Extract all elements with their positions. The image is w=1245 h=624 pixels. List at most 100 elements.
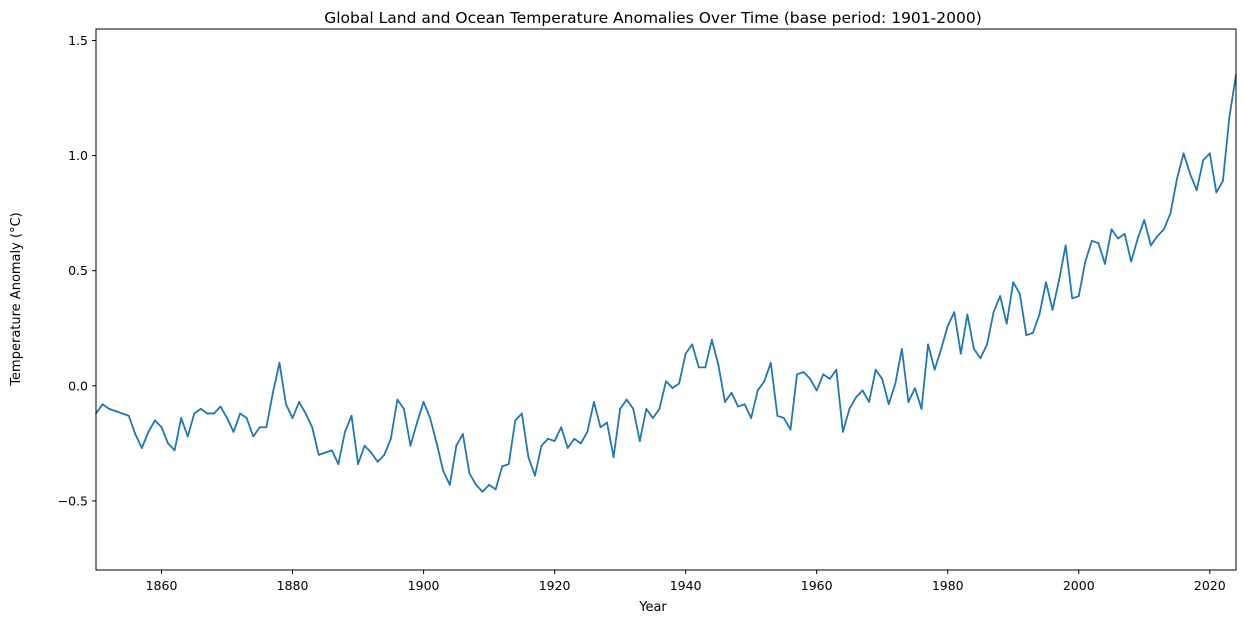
data-point [671,387,674,390]
chart-title: Global Land and Ocean Temperature Anomal… [324,9,982,27]
data-point [914,387,916,390]
data-point [1071,297,1074,300]
data-point [173,449,176,452]
data-point [409,444,412,447]
data-point [1058,279,1060,281]
data-point [1228,115,1231,118]
data-point [435,442,438,445]
data-point [1090,239,1093,242]
data-point [1130,260,1133,263]
data-point [717,364,720,367]
data-point [560,426,563,429]
data-point [540,444,543,447]
data-point [1064,244,1067,247]
data-point [448,483,451,486]
x-tick-label: 1960 [801,578,833,593]
x-tick-label: 1980 [932,578,964,593]
data-point [822,373,825,376]
data-point [101,403,104,406]
y-tick-label: −0.5 [58,493,88,508]
data-point [907,401,910,403]
data-point [1018,292,1021,295]
data-point [848,407,851,410]
data-point [363,444,366,447]
data-point [226,417,228,419]
data-point [999,295,1002,297]
data-point [619,407,622,410]
data-point [796,373,798,376]
x-tick-label: 1880 [277,578,309,593]
data-point [213,412,215,415]
data-point [724,401,726,403]
data-point [350,414,353,417]
data-point [134,433,137,436]
data-point [1110,228,1113,231]
data-point [475,483,477,486]
data-point [927,343,929,346]
data-point [815,389,818,392]
data-point [167,442,169,445]
data-point [678,382,680,385]
data-point [291,417,294,419]
data-point [304,412,307,415]
data-point [206,412,209,415]
data-point [468,472,471,475]
data-point [940,348,943,350]
data-point [199,407,202,410]
data-point [1182,152,1185,155]
data-point [121,412,124,415]
data-point [743,403,746,406]
data-point [606,421,608,424]
data-point [1222,180,1224,182]
data-point [442,470,445,472]
data-point [730,391,733,394]
data-point [232,430,235,433]
data-point [933,368,936,371]
y-axis: −0.5 0.0 0.5 1.0 1.5 [58,33,96,508]
data-point [973,348,975,350]
data-point [389,437,392,440]
data-point [979,357,982,360]
data-point [1202,159,1205,162]
data-point [966,313,969,316]
data-point [586,430,589,433]
data-point [1208,152,1211,155]
data-point [1051,308,1054,311]
data-point [180,417,183,419]
data-point [186,435,189,438]
data-point [330,449,333,452]
data-point [278,361,281,364]
data-point [193,412,196,415]
x-tick-label: 2000 [1063,578,1095,593]
data-point [324,451,327,454]
data-point [1012,281,1015,284]
data-point [108,407,110,410]
data-point [920,407,923,410]
y-tick-label: 0.5 [68,263,88,278]
data-point [855,396,857,399]
data-point [298,401,300,403]
data-point [370,451,373,454]
data-point [946,325,949,327]
data-point [691,343,694,346]
data-point [1143,219,1146,221]
data-point [311,426,314,429]
data-point [285,403,287,406]
data-point [802,371,805,373]
data-point [1136,237,1139,240]
data-point [881,378,884,380]
x-tick-label: 1900 [408,578,440,593]
data-point [317,453,320,456]
data-point [959,352,962,355]
data-point [645,407,648,410]
data-point [376,460,379,463]
data-point [658,407,661,410]
data-point [1195,189,1198,192]
y-tick-label: 1.5 [68,33,88,48]
data-point [599,426,602,429]
data-point [737,405,739,408]
data-point [684,352,687,355]
data-point [632,407,635,410]
data-point [1149,244,1152,247]
data-point [1097,242,1100,245]
